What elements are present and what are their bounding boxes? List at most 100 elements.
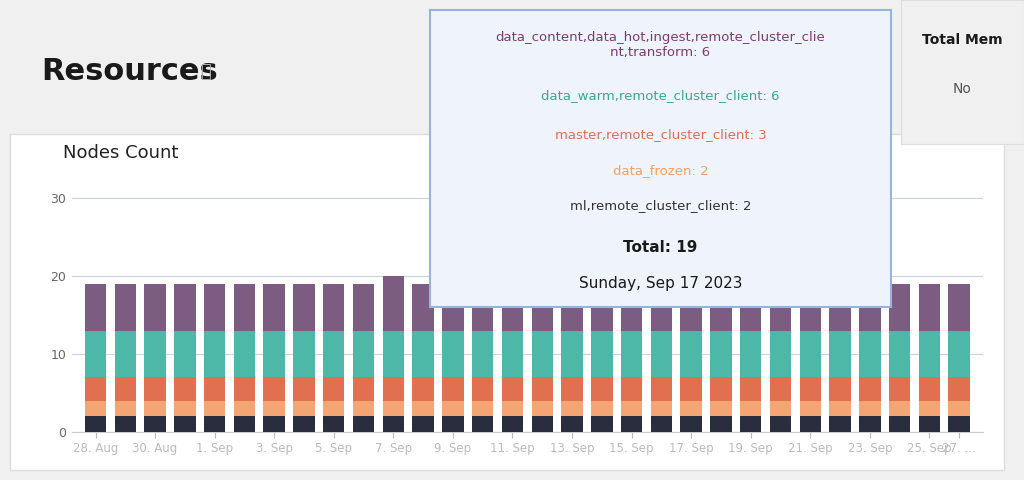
Bar <box>263 284 285 331</box>
Bar <box>413 284 434 331</box>
Bar <box>502 416 523 432</box>
Bar <box>472 416 494 432</box>
Bar <box>680 377 701 401</box>
Bar <box>174 331 196 377</box>
Bar <box>919 377 940 401</box>
Bar <box>650 401 672 416</box>
Bar <box>442 331 464 377</box>
Bar <box>740 416 762 432</box>
Bar <box>353 377 375 401</box>
Bar <box>650 377 672 401</box>
Text: ml,remote_cluster_client: 2: ml,remote_cluster_client: 2 <box>569 200 752 213</box>
Bar <box>293 401 314 416</box>
Bar <box>323 416 344 432</box>
Bar <box>889 377 910 401</box>
Bar <box>204 416 225 432</box>
Bar <box>919 416 940 432</box>
Bar <box>353 416 375 432</box>
Bar <box>680 401 701 416</box>
Text: data_content,data_hot,ingest,remote_cluster_clie
nt,transform: 6: data_content,data_hot,ingest,remote_clus… <box>496 31 825 60</box>
Bar <box>144 377 166 401</box>
Bar <box>621 276 642 331</box>
Text: data_frozen: 2: data_frozen: 2 <box>612 164 709 177</box>
Bar <box>472 284 494 331</box>
Bar <box>144 331 166 377</box>
Bar <box>502 331 523 377</box>
Bar <box>948 401 970 416</box>
Bar <box>233 284 255 331</box>
Bar <box>621 377 642 401</box>
Bar <box>413 331 434 377</box>
Bar <box>621 331 642 377</box>
Bar <box>442 284 464 331</box>
Text: master,remote_cluster_client: 3: master,remote_cluster_client: 3 <box>555 128 766 141</box>
Bar <box>621 416 642 432</box>
Bar <box>829 401 851 416</box>
Bar <box>174 284 196 331</box>
Bar <box>442 416 464 432</box>
Bar <box>293 284 314 331</box>
Bar <box>800 401 821 416</box>
Bar <box>948 284 970 331</box>
Bar <box>293 416 314 432</box>
Bar <box>174 377 196 401</box>
Bar <box>531 416 553 432</box>
Bar <box>204 331 225 377</box>
Bar <box>770 377 792 401</box>
Bar <box>383 276 404 331</box>
Bar <box>561 416 583 432</box>
Bar <box>650 331 672 377</box>
Bar <box>413 401 434 416</box>
Bar <box>561 284 583 331</box>
Bar <box>561 331 583 377</box>
Bar <box>263 401 285 416</box>
Text: ⓘ: ⓘ <box>200 63 210 81</box>
Bar <box>115 377 136 401</box>
Bar <box>413 416 434 432</box>
Bar <box>204 401 225 416</box>
Bar <box>502 284 523 331</box>
Bar <box>740 401 762 416</box>
Bar <box>770 284 792 331</box>
Bar <box>770 331 792 377</box>
Text: Sunday, Sep 17 2023: Sunday, Sep 17 2023 <box>579 276 742 291</box>
Bar <box>85 401 106 416</box>
Bar <box>263 416 285 432</box>
Bar <box>919 401 940 416</box>
Bar <box>621 401 642 416</box>
Bar <box>383 416 404 432</box>
Bar <box>531 331 553 377</box>
Bar <box>472 401 494 416</box>
Bar <box>948 377 970 401</box>
Bar <box>531 377 553 401</box>
Bar <box>323 331 344 377</box>
Bar <box>502 377 523 401</box>
Bar <box>859 401 881 416</box>
Bar <box>889 401 910 416</box>
Bar <box>353 331 375 377</box>
Bar <box>561 401 583 416</box>
Bar <box>740 331 762 377</box>
Bar <box>233 331 255 377</box>
Bar <box>293 331 314 377</box>
Bar <box>591 331 612 377</box>
Bar <box>800 377 821 401</box>
Bar <box>174 401 196 416</box>
Text: Resources: Resources <box>41 58 218 86</box>
Bar <box>85 331 106 377</box>
Bar <box>353 401 375 416</box>
Bar <box>144 284 166 331</box>
Bar <box>889 284 910 331</box>
Bar <box>919 284 940 331</box>
Bar <box>711 331 732 377</box>
Bar <box>323 377 344 401</box>
Bar <box>680 331 701 377</box>
Bar <box>323 401 344 416</box>
Bar <box>174 416 196 432</box>
Bar <box>472 331 494 377</box>
Bar <box>591 284 612 331</box>
Bar <box>383 331 404 377</box>
Bar <box>263 331 285 377</box>
Bar <box>263 377 285 401</box>
Bar <box>770 416 792 432</box>
